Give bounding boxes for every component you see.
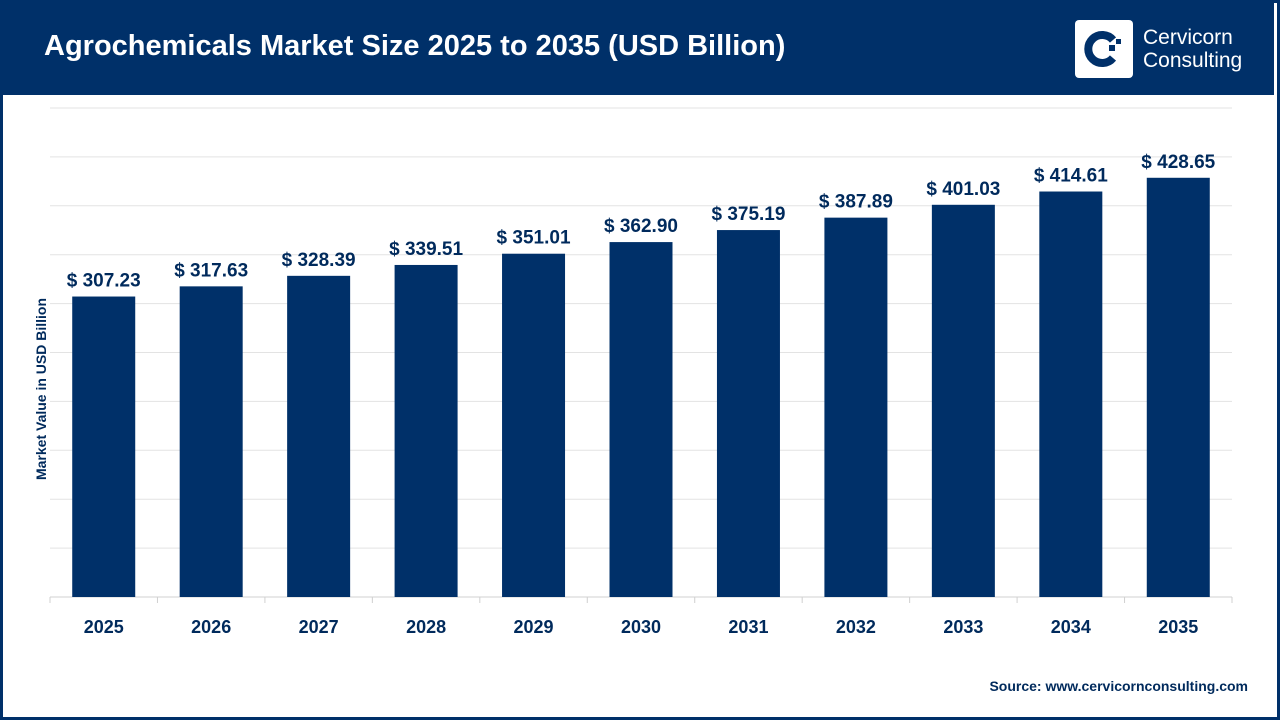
header-banner: Agrochemicals Market Size 2025 to 2035 (… — [0, 0, 1274, 95]
source-note: Source: www.cervicornconsulting.com — [989, 678, 1248, 694]
logo-line1: Cervicorn — [1143, 26, 1233, 49]
logo-line2: Consulting — [1143, 49, 1243, 72]
logo: Cervicorn Consulting — [1075, 20, 1242, 78]
chart-title: Agrochemicals Market Size 2025 to 2035 (… — [44, 30, 786, 62]
logo-text: Cervicorn Consulting — [1143, 26, 1242, 72]
logo-icon — [1075, 20, 1133, 78]
